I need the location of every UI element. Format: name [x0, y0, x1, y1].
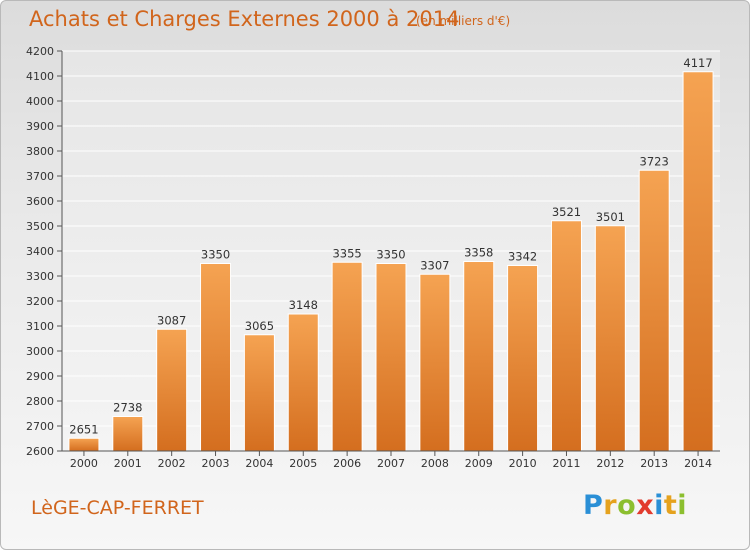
y-tick-label: 3000 — [26, 345, 54, 358]
x-tick-label: 2014 — [684, 457, 712, 470]
bar-2014[interactable] — [682, 71, 714, 452]
bar-value-label: 4117 — [683, 56, 712, 70]
y-tick-label: 2800 — [26, 395, 54, 408]
x-tick-label: 2000 — [70, 457, 98, 470]
location-name: LèGE-CAP-FERRET — [31, 497, 204, 519]
y-tick-label: 3900 — [26, 120, 54, 133]
bar-value-label: 2651 — [69, 422, 98, 436]
bar-2010[interactable] — [507, 265, 539, 452]
y-tick-label: 3200 — [26, 295, 54, 308]
y-tick-label: 2600 — [26, 445, 54, 458]
x-tick-label: 2004 — [245, 457, 273, 470]
bar-2012[interactable] — [594, 225, 626, 452]
bar-2006[interactable] — [331, 261, 363, 452]
y-tick-label: 3800 — [26, 145, 54, 158]
bar-2000[interactable] — [68, 437, 100, 452]
x-tick-label: 2006 — [333, 457, 361, 470]
y-tick-label: 4100 — [26, 70, 54, 83]
bar-value-label: 3723 — [640, 154, 669, 168]
y-tick-label: 3100 — [26, 320, 54, 333]
y-tick-label: 3400 — [26, 245, 54, 258]
chart-subtitle: (en milliers d'€) — [416, 14, 511, 28]
logo-letter: r — [603, 490, 618, 521]
logo-letter: x — [636, 490, 655, 521]
x-tick-label: 2009 — [465, 457, 493, 470]
logo-letter: i — [677, 490, 688, 521]
x-tick-label: 2007 — [377, 457, 405, 470]
bar-2003[interactable] — [200, 263, 232, 452]
bar-value-label: 3307 — [420, 258, 449, 272]
y-tick-label: 3500 — [26, 220, 54, 233]
bar-2007[interactable] — [375, 263, 407, 452]
bar-value-label: 3087 — [157, 313, 186, 327]
bar-2004[interactable] — [243, 334, 275, 452]
x-tick-label: 2012 — [596, 457, 624, 470]
bar-2013[interactable] — [638, 169, 670, 452]
y-tick-label: 3300 — [26, 270, 54, 283]
y-tick-label: 4200 — [26, 45, 54, 58]
x-tick-label: 2013 — [640, 457, 668, 470]
x-tick-label: 2008 — [421, 457, 449, 470]
x-tick-label: 2005 — [289, 457, 317, 470]
logo-letter: i — [654, 490, 664, 521]
bar-value-label: 3342 — [508, 250, 537, 264]
bar-value-label: 3148 — [289, 298, 318, 312]
bar-2011[interactable] — [550, 220, 582, 452]
proxiti-logo[interactable]: Proxiti — [583, 490, 687, 521]
x-tick-label: 2003 — [202, 457, 230, 470]
bar-2001[interactable] — [112, 416, 144, 452]
y-tick-label: 2900 — [26, 370, 54, 383]
bar-value-label: 3501 — [596, 210, 625, 224]
bar-value-label: 3358 — [464, 246, 493, 260]
bar-value-label: 3065 — [245, 319, 274, 333]
logo-letter: P — [583, 490, 604, 521]
bar-2002[interactable] — [156, 328, 188, 452]
x-tick-label: 2010 — [509, 457, 537, 470]
y-tick-label: 3600 — [26, 195, 54, 208]
bar-2005[interactable] — [287, 313, 319, 452]
x-tick-label: 2002 — [158, 457, 186, 470]
x-tick-label: 2011 — [552, 457, 580, 470]
y-tick-label: 4000 — [26, 95, 54, 108]
bar-value-label: 3350 — [201, 248, 230, 262]
bar-value-label: 3521 — [552, 205, 581, 219]
bar-2009[interactable] — [463, 261, 495, 452]
bar-value-label: 2738 — [113, 401, 142, 415]
logo-letter: o — [617, 490, 637, 521]
bar-value-label: 3350 — [376, 248, 405, 262]
chart-title: Achats et Charges Externes 2000 à 2014 — [29, 7, 460, 31]
y-tick-label: 2700 — [26, 420, 54, 433]
bar-2008[interactable] — [419, 273, 451, 452]
x-tick-label: 2001 — [114, 457, 142, 470]
logo-letter: t — [663, 490, 678, 521]
y-tick-label: 3700 — [26, 170, 54, 183]
bar-value-label: 3355 — [332, 246, 361, 260]
